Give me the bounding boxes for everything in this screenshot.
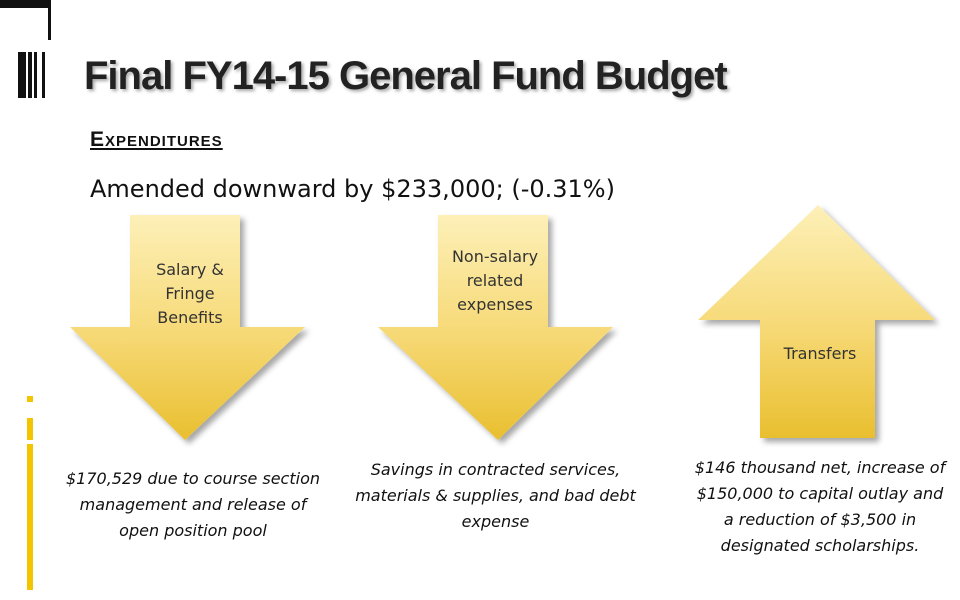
caption-transfers: $146 thousand net, increase of $150,000 …: [694, 458, 946, 555]
section-heading: Expenditures: [90, 128, 223, 151]
arrow-label-non-salary: Non-salary related expenses: [451, 247, 539, 314]
caption-salary: $170,529 due to course section managemen…: [66, 469, 320, 540]
section-subheading: Amended downward by $233,000; (-0.31%): [90, 175, 615, 203]
slide-title: Final FY14-15 General Fund Budget: [84, 54, 728, 98]
decorative-corner-bars: [0, 0, 51, 590]
arrow-label-salary: Salary & Fringe Benefits: [156, 260, 224, 327]
caption-non-salary: Savings in contracted services, material…: [355, 460, 636, 531]
arrow-label-transfers: Transfers: [783, 344, 857, 363]
down-arrow-salary-icon: [70, 215, 305, 440]
up-arrow-transfers-icon: [698, 205, 935, 438]
down-arrow-non-salary-icon: [378, 215, 613, 440]
